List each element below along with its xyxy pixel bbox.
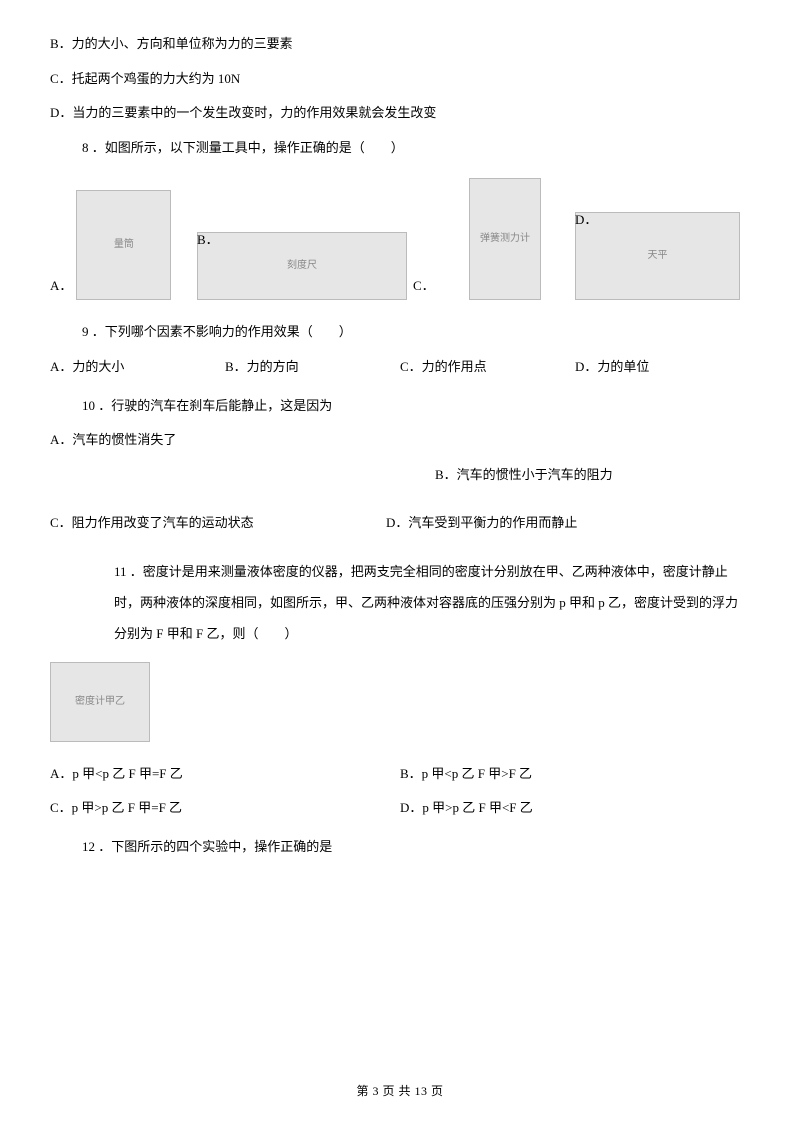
q11-figure: 密度计甲乙: [50, 662, 150, 742]
q10-b: B．汽车的惯性小于汽车的阻力: [50, 461, 750, 490]
q9-d: D．力的单位: [575, 353, 750, 382]
q11-ab: A．p 甲<p 乙 F 甲=F 乙 B．p 甲<p 乙 F 甲>F 乙: [50, 760, 750, 789]
q8-stem: 8 ．如图所示，以下测量工具中，操作正确的是（ ）: [50, 134, 750, 163]
q8-d-label: D．: [575, 206, 597, 235]
option-c: C．托起两个鸡蛋的力大约为 10N: [50, 65, 750, 94]
q8-d-figure: 天平: [575, 212, 740, 300]
q8-a-figure-alt: 量筒: [114, 234, 134, 256]
q11-d: D．p 甲>p 乙 F 甲<F 乙: [400, 794, 750, 823]
q8-b-label: B．: [197, 226, 219, 255]
q9-b: B．力的方向: [225, 353, 400, 382]
q9-stem: 9 ．下列哪个因素不影响力的作用效果（ ）: [50, 318, 750, 347]
q8-b-figure: 刻度尺: [197, 232, 407, 300]
q11-a: A．p 甲<p 乙 F 甲=F 乙: [50, 760, 400, 789]
q8-b-figure-alt: 刻度尺: [287, 255, 317, 277]
q9-c: C．力的作用点: [400, 353, 575, 382]
q11-stem: 11 ．密度计是用来测量液体密度的仪器，把两支完全相同的密度计分别放在甲、乙两种…: [114, 556, 750, 650]
q12-stem: 12 ．下图所示的四个实验中，操作正确的是: [50, 833, 750, 862]
option-d: D．当力的三要素中的一个发生改变时，力的作用效果就会发生改变: [50, 99, 750, 128]
q10-stem: 10 ．行驶的汽车在刹车后能静止，这是因为: [50, 392, 750, 421]
q8-d-figure-alt: 天平: [648, 245, 668, 267]
q8-c-figure-alt: 弹簧测力计: [480, 228, 530, 250]
page-footer: 第 3 页 共 13 页: [0, 1078, 800, 1104]
q10-d: D．汽车受到平衡力的作用而静止: [386, 509, 750, 538]
q9-options: A．力的大小 B．力的方向 C．力的作用点 D．力的单位: [50, 353, 750, 382]
q10-c: C．阻力作用改变了汽车的运动状态: [50, 509, 386, 538]
q11-figure-alt: 密度计甲乙: [75, 691, 125, 713]
q10-cd: C．阻力作用改变了汽车的运动状态 D．汽车受到平衡力的作用而静止: [50, 509, 750, 538]
q8-options: A． 量筒 B． 刻度尺 C． 弹簧测力计 D． 天平: [50, 170, 750, 300]
q9-a: A．力的大小: [50, 353, 225, 382]
q8-a-figure: 量筒: [76, 190, 171, 300]
q11-c: C．p 甲>p 乙 F 甲=F 乙: [50, 794, 400, 823]
option-b: B．力的大小、方向和单位称为力的三要素: [50, 30, 750, 59]
q8-c-label: C．: [407, 272, 439, 301]
q11-b: B．p 甲<p 乙 F 甲>F 乙: [400, 760, 750, 789]
q8-c-figure: 弹簧测力计: [469, 178, 541, 300]
q10-a: A．汽车的惯性消失了: [50, 426, 750, 455]
q8-a-label: A．: [50, 272, 76, 301]
q11-cd: C．p 甲>p 乙 F 甲=F 乙 D．p 甲>p 乙 F 甲<F 乙: [50, 794, 750, 823]
